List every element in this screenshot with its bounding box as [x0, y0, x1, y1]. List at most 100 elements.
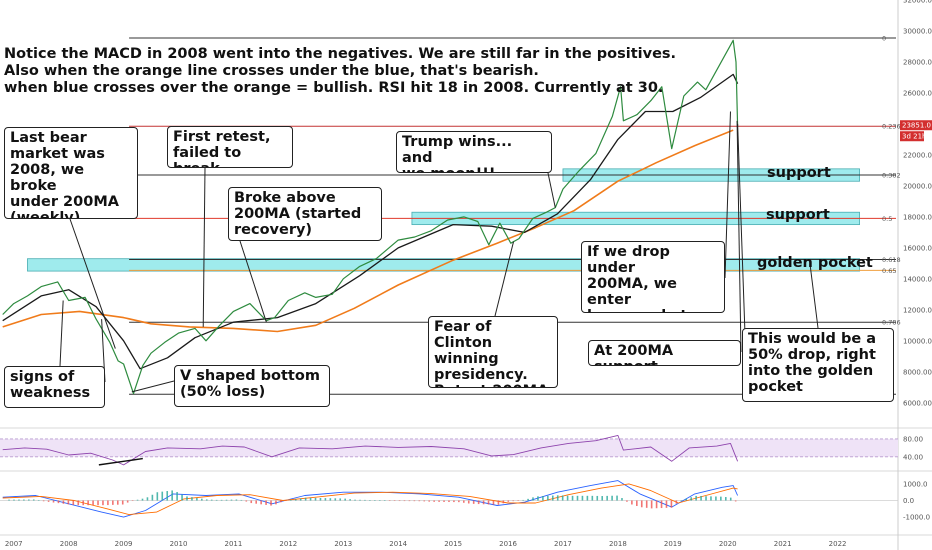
- macd-histogram-bar: [280, 500, 282, 503]
- macd-histogram-bar: [151, 494, 154, 501]
- macd-histogram-bar: [107, 500, 109, 506]
- price-axis-tick: 14000.00: [903, 275, 932, 283]
- time-axis-tick: 2009: [115, 540, 133, 548]
- macd-histogram-bar: [734, 500, 737, 502]
- macd-histogram-bar: [561, 495, 564, 501]
- macd-histogram-bar: [314, 497, 317, 501]
- macd-histogram-bar: [82, 500, 84, 506]
- macd-histogram-bar: [374, 500, 376, 501]
- macd-histogram-bar: [92, 500, 94, 506]
- price-badge: [900, 120, 932, 131]
- time-axis-tick: 2014: [389, 540, 407, 548]
- macd-histogram-bar: [240, 499, 243, 501]
- price-axis-tick: 18000.00: [903, 213, 932, 221]
- macd-histogram-bar: [388, 500, 391, 502]
- rsi-axis-tick: 40.00: [903, 453, 923, 461]
- macd-histogram-bar: [655, 500, 658, 509]
- macd-histogram-bar: [477, 500, 480, 505]
- macd-histogram-bar: [601, 496, 604, 501]
- macd-histogram-bar: [448, 500, 450, 503]
- macd-histogram-bar: [690, 497, 692, 501]
- macd-histogram-bar: [299, 498, 302, 501]
- time-axis-tick: 2020: [719, 540, 737, 548]
- macd-histogram-bar: [225, 499, 228, 501]
- macd-histogram-bar: [517, 500, 519, 502]
- macd-histogram-bar: [512, 500, 515, 502]
- macd-histogram-bar: [547, 495, 549, 501]
- price-axis-tick: 26000.00: [903, 89, 932, 97]
- macd-histogram-bar: [453, 500, 455, 503]
- callout-pointer: [809, 264, 819, 329]
- macd-histogram-bar: [260, 500, 262, 505]
- macd-histogram-bar: [640, 500, 643, 508]
- macd-histogram-bar: [13, 499, 15, 501]
- golden-pocket-label: golden pocket: [757, 255, 873, 271]
- macd-histogram-bar: [571, 495, 574, 501]
- macd-histogram-bar: [537, 496, 539, 501]
- macd-histogram-bar: [146, 497, 149, 501]
- fib-level-label: 0.236: [882, 123, 901, 131]
- macd-histogram-bar: [413, 500, 416, 502]
- time-axis-tick: 2010: [170, 540, 188, 548]
- macd-histogram-bar: [201, 498, 203, 501]
- price-axis-tick: 22000.00: [903, 151, 932, 159]
- macd-histogram-bar: [265, 500, 267, 505]
- macd-histogram-bar: [724, 497, 727, 501]
- macd-histogram-bar: [710, 496, 712, 501]
- macd-histogram-bar: [438, 500, 440, 502]
- macd-histogram-bar: [131, 500, 134, 502]
- time-axis-tick: 2017: [554, 540, 572, 548]
- macd-histogram-bar: [141, 498, 144, 501]
- macd-histogram-bar: [556, 495, 559, 501]
- macd-histogram-bar: [423, 500, 426, 502]
- macd-histogram-bar: [334, 498, 337, 501]
- callout-trump-wins: Trump wins... and we moon!!!: [396, 131, 552, 173]
- macd-histogram-bar: [156, 492, 159, 501]
- macd-histogram-bar: [378, 500, 381, 501]
- time-axis-tick: 2012: [279, 540, 297, 548]
- price-axis-tick: 8000.00: [903, 368, 932, 376]
- macd-histogram-bar: [171, 490, 173, 501]
- macd-histogram-bar: [418, 500, 421, 502]
- fib-level-label: 0.618: [882, 256, 901, 264]
- macd-histogram-bar: [507, 500, 510, 502]
- time-axis-tick: 2008: [60, 540, 78, 548]
- macd-histogram-bar: [626, 500, 628, 502]
- callout-pointer: [547, 172, 556, 208]
- callout-pointer: [736, 120, 742, 353]
- macd-histogram-bar: [527, 498, 529, 501]
- rsi-trendline: [98, 457, 143, 466]
- fib-level-label: 0.65: [882, 267, 896, 275]
- ma200-line: [2, 129, 734, 333]
- macd-histogram-bar: [294, 499, 297, 501]
- macd-histogram-bar: [398, 500, 401, 502]
- macd-histogram-bar: [586, 495, 589, 501]
- macd-histogram-bar: [77, 500, 80, 506]
- time-axis-tick: 2021: [774, 540, 792, 548]
- callout-pointer: [59, 300, 64, 367]
- macd-histogram-bar: [349, 499, 351, 501]
- macd-signal-line: [2, 483, 738, 516]
- price-axis-tick: 20000.00: [903, 182, 932, 190]
- price-axis-tick: 6000.00: [903, 399, 932, 407]
- macd-histogram-bar: [463, 500, 465, 503]
- macd-histogram-bar: [665, 500, 668, 508]
- macd-histogram-bar: [32, 499, 35, 501]
- macd-histogram-bar: [196, 497, 198, 501]
- callout-pointer: [737, 123, 746, 335]
- macd-histogram-bar: [408, 500, 411, 502]
- price-axis-tick: 28000.00: [903, 58, 932, 66]
- macd-histogram-bar: [532, 497, 534, 501]
- macd-histogram-bar: [275, 500, 277, 505]
- macd-histogram-bar: [403, 500, 406, 502]
- price-axis-tick: 16000.00: [903, 244, 932, 252]
- macd-histogram-bar: [329, 498, 332, 501]
- macd-histogram-bar: [18, 499, 20, 501]
- macd-histogram-bar: [176, 491, 178, 501]
- macd-histogram-bar: [210, 499, 213, 501]
- macd-histogram-bar: [383, 500, 386, 501]
- time-axis-tick: 2007: [5, 540, 23, 548]
- support-label-1: support: [767, 165, 831, 181]
- macd-histogram-bar: [621, 498, 623, 501]
